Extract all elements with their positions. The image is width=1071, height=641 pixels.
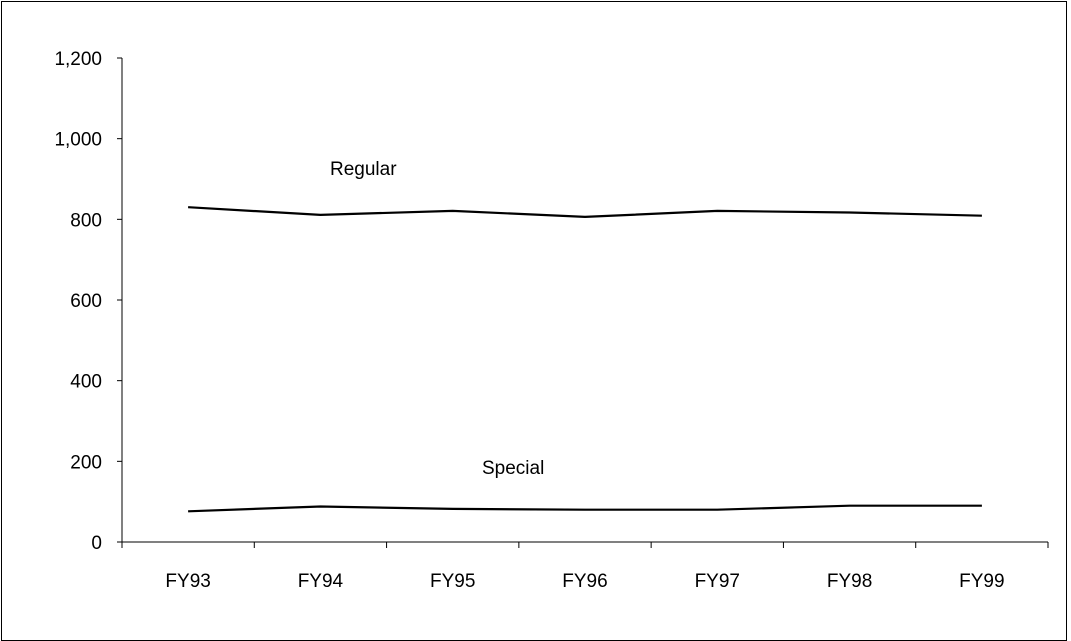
series-line-special — [188, 504, 982, 513]
y-tick-label: 1,000 — [54, 130, 102, 151]
x-tick-label: FY96 — [562, 571, 607, 592]
x-tick-label: FY94 — [298, 571, 344, 592]
axes: 0 200 400 600 800 1,000 1,200 FY93 FY94 FY95 FY96 F… — [54, 49, 1049, 592]
y-tick-label: 1,200 — [54, 49, 102, 70]
y-tick-label: 600 — [70, 291, 102, 312]
series-lines — [188, 206, 982, 513]
x-tick-label: FY99 — [959, 571, 1004, 592]
y-tick-label: 800 — [70, 210, 102, 231]
series-line-regular — [188, 206, 982, 218]
y-tick-label: 0 — [91, 533, 102, 554]
x-tick-label: FY98 — [827, 571, 872, 592]
series-label-regular: Regular — [330, 159, 397, 180]
x-tick-label: FY93 — [165, 571, 210, 592]
x-tick-label: FY95 — [430, 571, 475, 592]
y-tick-label: 400 — [70, 372, 102, 393]
series-labels: Regular Special — [330, 159, 544, 479]
series-label-special: Special — [482, 458, 544, 479]
x-tick-label: FY97 — [695, 571, 740, 592]
y-tick-label: 200 — [70, 452, 102, 473]
